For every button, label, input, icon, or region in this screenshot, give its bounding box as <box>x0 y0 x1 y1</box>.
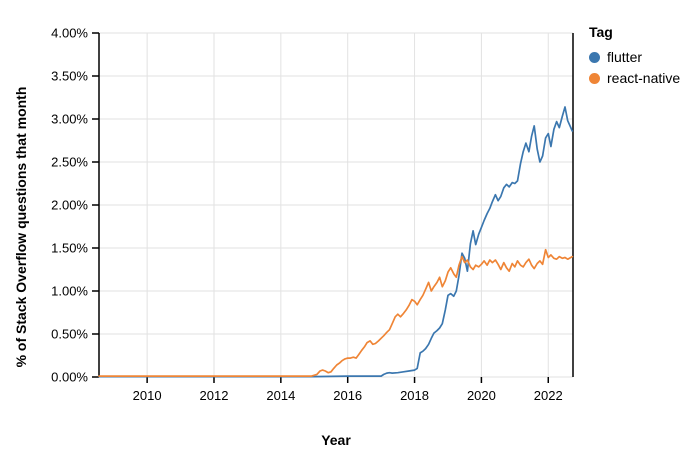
x-tick-label: 2018 <box>400 388 429 403</box>
y-tick-label: 1.50% <box>51 241 88 256</box>
y-tick-label: 2.50% <box>51 155 88 170</box>
y-tick-label: 0.50% <box>51 327 88 342</box>
legend-label-flutter: flutter <box>607 49 643 65</box>
legend: Tag flutter react-native <box>589 24 680 91</box>
flutter-series-dot-icon <box>589 51 600 63</box>
react-native-line[interactable] <box>98 248 574 377</box>
y-axis-title: % of Stack Overflow questions that month <box>13 86 29 368</box>
legend-title: Tag <box>589 24 613 40</box>
legend-label-react-native: react-native <box>607 70 681 86</box>
y-tick-label: 3.00% <box>51 112 88 127</box>
x-tick-label: 2014 <box>266 388 295 403</box>
x-axis-title: Year <box>321 432 351 448</box>
x-tick-label: 2016 <box>333 388 362 403</box>
legend-item-react-native[interactable]: react-native <box>589 70 680 86</box>
react-native-series-dot-icon <box>589 72 600 84</box>
x-tick-label: 2022 <box>534 388 563 403</box>
y-tick-label: 0.00% <box>51 370 88 385</box>
x-tick-label: 2020 <box>467 388 496 403</box>
legend-item-flutter[interactable]: flutter <box>589 49 680 65</box>
y-tick-label: 2.00% <box>51 198 88 213</box>
flutter-line[interactable] <box>98 106 574 378</box>
x-tick-label: 2010 <box>133 388 162 403</box>
y-tick-label: 4.00% <box>51 26 88 41</box>
x-tick-label: 2012 <box>200 388 229 403</box>
y-tick-label: 3.50% <box>51 69 88 84</box>
y-tick-label: 1.00% <box>51 284 88 299</box>
